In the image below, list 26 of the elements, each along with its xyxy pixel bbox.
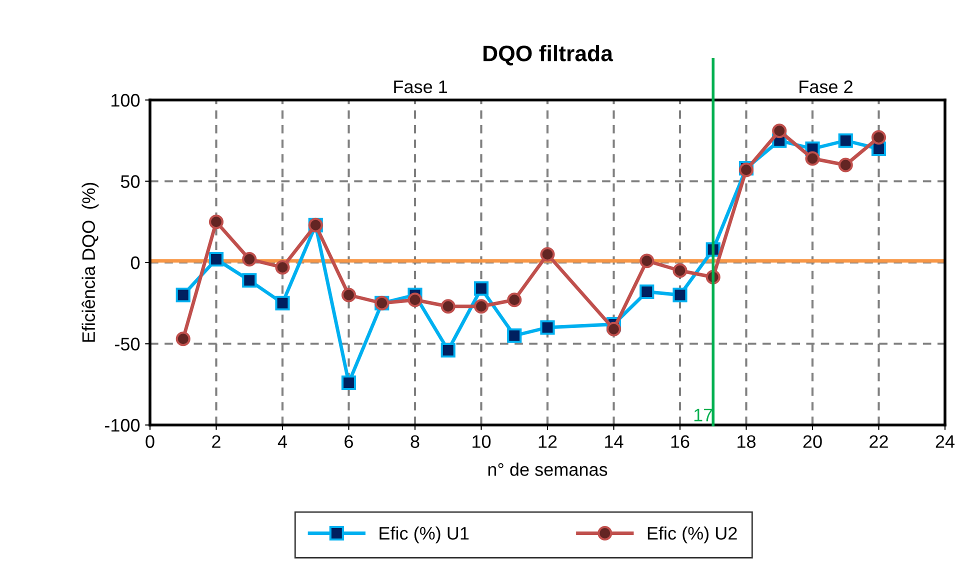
x-tick-label: 18 <box>738 435 756 448</box>
x-tick-label: 12 <box>538 435 557 448</box>
y-tick-label: 100 <box>112 94 140 107</box>
x-tick-label: 22 <box>870 435 888 448</box>
x-tick-label: 16 <box>671 435 690 448</box>
x-tick-label: 2 <box>212 435 220 448</box>
x-tick-label: 0 <box>146 435 154 448</box>
x-tick-label: 10 <box>472 435 491 448</box>
x-tick-label: 8 <box>410 435 420 448</box>
y-tick-label: 0 <box>130 256 140 270</box>
ref-line-label: 17 <box>694 408 712 422</box>
y-axis-title: Eficiência DQO (%) <box>82 182 99 342</box>
text: Fase 1 <box>394 80 448 94</box>
x-tick-label: 4 <box>278 435 287 448</box>
text: Fase 2 <box>800 80 852 94</box>
x-tick-label: 20 <box>803 435 822 448</box>
x-tick-label: 24 <box>936 435 955 448</box>
chart-title: DQO filtrada <box>484 45 614 66</box>
x-tick-label: 14 <box>605 435 624 448</box>
y-tick-label: -100 <box>104 418 140 432</box>
x-axis-title: n° de semanas <box>488 462 608 476</box>
y-tick-label: -50 <box>114 338 140 350</box>
legend-label: Efic (%) U2 <box>648 526 737 544</box>
legend-label: Efic (%) U1 <box>380 526 469 544</box>
x-tick-label: 6 <box>344 435 353 448</box>
y-tick-label: 50 <box>120 175 140 188</box>
